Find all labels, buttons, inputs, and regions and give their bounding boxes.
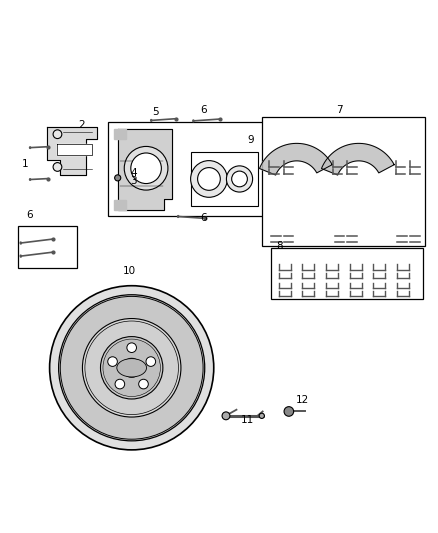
Circle shape [82,319,181,417]
Text: 6: 6 [201,214,207,223]
Text: 5: 5 [152,107,159,117]
Circle shape [127,343,137,352]
Bar [262,117,425,246]
Circle shape [226,166,253,192]
Circle shape [232,171,247,187]
Text: 6: 6 [26,210,32,220]
Circle shape [284,407,293,416]
Bar [272,248,424,299]
Circle shape [146,357,155,366]
Text: 1: 1 [21,159,28,169]
Text: 2: 2 [78,119,85,130]
Bar [108,123,267,216]
Text: 4: 4 [131,168,137,177]
Polygon shape [114,200,126,210]
Polygon shape [114,129,126,139]
Circle shape [100,337,163,399]
Text: 10: 10 [123,266,136,276]
Text: 7: 7 [336,105,343,115]
Circle shape [53,163,62,171]
Circle shape [222,412,230,420]
Circle shape [53,130,62,139]
Circle shape [139,379,148,389]
Circle shape [191,160,227,197]
Polygon shape [118,129,172,210]
Circle shape [59,295,205,441]
Ellipse shape [117,359,147,377]
Circle shape [115,379,125,389]
Text: 8: 8 [276,240,283,251]
Circle shape [60,296,203,439]
Polygon shape [57,144,92,155]
Text: 11: 11 [241,415,254,425]
Text: 9: 9 [247,135,254,145]
Text: 3: 3 [131,176,137,187]
Circle shape [122,358,141,377]
Polygon shape [259,143,332,175]
Circle shape [103,339,160,397]
Circle shape [259,413,265,418]
Circle shape [108,357,117,366]
Text: 6: 6 [201,105,207,115]
Circle shape [49,286,214,450]
Circle shape [115,175,121,181]
Circle shape [124,147,168,190]
Circle shape [131,153,161,183]
Bar [191,152,258,206]
Polygon shape [46,127,97,175]
Circle shape [85,321,178,415]
Circle shape [198,167,220,190]
Polygon shape [321,143,394,175]
Text: 12: 12 [295,394,309,405]
Bar [18,226,77,268]
